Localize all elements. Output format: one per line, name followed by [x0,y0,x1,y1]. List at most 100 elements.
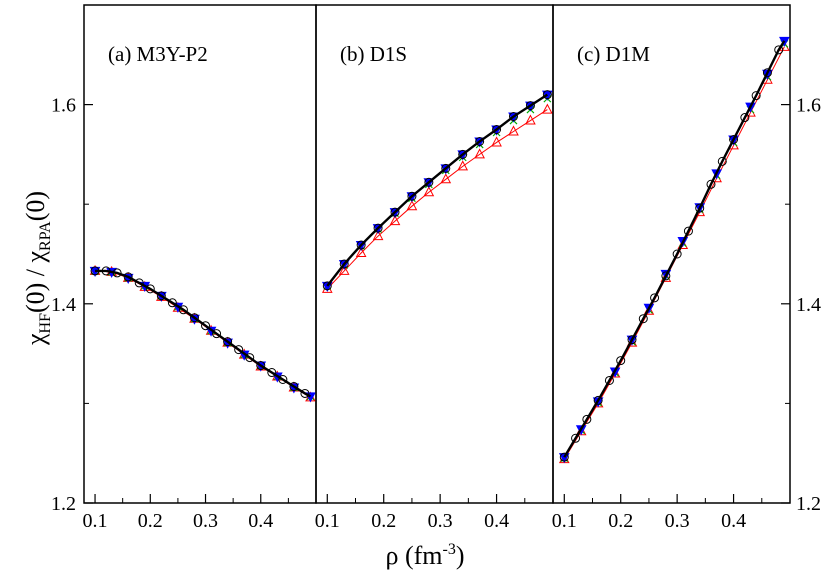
y-tick-label: 1.2 [796,493,821,515]
panels-group: 0.1 0.2 0.3 0.4 1.2 1.4 1.6 (a) M3Y-P2 0.1 0.2 0.3… [51,4,821,532]
marker-circle [762,68,772,78]
x-tick-label: 0.4 [484,510,509,532]
y-tick-label: 1.4 [796,294,821,316]
marker-circle [212,329,222,339]
marker-circle [492,125,502,134]
panel-title: (c) D1M [577,42,650,66]
panel-title: (b) D1S [340,42,407,66]
marker-circle [178,305,188,315]
marker-triangle-up [525,114,536,125]
x-tick-label: 0.2 [371,510,396,532]
x-tick-label: 0.3 [193,510,218,532]
marker-circle [661,271,671,281]
marker-circle [593,395,603,405]
marker-circle [542,90,552,100]
series-line-red [326,109,548,290]
marker-triangle-up [491,136,502,147]
series-line-black [563,40,786,458]
marker-circle [717,156,727,166]
marker-circle [751,91,761,101]
marker-circle [289,381,299,391]
marker-circle [672,249,682,259]
marker-circle [424,177,434,187]
marker-circle [638,314,648,324]
y-axis-label: χHF(0) / χRPA(0) [21,191,54,346]
marker-circle [189,313,199,323]
marker-triangle-up [355,246,367,258]
marker-triangle-up [660,271,672,282]
marker-triangle-up [406,200,418,211]
y-tick-label: 1.2 [51,493,76,515]
marker-circle [256,361,266,371]
marker-circle [706,179,716,189]
marker-circle [123,272,133,282]
x-tick-label: 0.3 [428,510,453,532]
marker-triangle-up [457,160,469,171]
x-axis-label: ρ (fm-3) [385,541,464,570]
x-tick-label: 0.2 [138,510,163,532]
x-tick-label: 0.1 [83,510,108,532]
marker-circle [774,45,784,55]
panel-frame [552,4,791,504]
marker-circle [740,113,750,123]
series-line-black [95,269,312,398]
marker-circle [322,281,332,291]
x-tick-label: 0.1 [315,510,340,532]
marker-circle [616,356,626,366]
marker-circle [571,433,581,443]
x-tick-label: 0.1 [552,510,577,532]
marker-triangle-up [423,186,435,197]
marker-circle [683,226,693,236]
marker-circle [559,452,569,462]
marker-circle [223,337,233,347]
x-tick-label: 0.4 [248,510,273,532]
marker-triangle-up [542,103,553,114]
x-tick-label: 0.4 [721,510,746,532]
marker-circle [156,291,166,301]
y-tick-label: 1.6 [51,95,76,117]
marker-circle [339,259,349,269]
marker-circle [245,353,255,363]
marker-triangle-up [338,264,350,275]
marker-circle [582,414,592,424]
x-tick-label: 0.2 [608,510,633,532]
series-line-black [326,93,549,287]
marker-circle [458,149,468,159]
marker-circle [167,298,177,308]
marker-circle [267,368,277,378]
marker-circle [356,240,366,250]
marker-circle [604,375,614,385]
marker-circle [234,345,244,355]
marker-triangle-up [389,215,401,226]
panel-title: (a) M3Y-P2 [108,42,208,66]
marker-circle [278,374,288,384]
y-tick-label: 1.6 [796,95,821,117]
marker-circle [729,134,739,144]
marker-circle [525,101,535,111]
panel-2: 0.1 0.2 0.3 0.4 1.2 1.4 1.6 (c) D1M [552,4,821,532]
marker-triangle-up [508,125,519,136]
marker-circle [300,388,310,398]
marker-circle [373,223,383,233]
marker-circle [134,278,144,288]
marker-circle [390,207,400,217]
panel-frame [83,4,317,504]
y-tick-label: 1.4 [51,294,76,316]
marker-circle [650,293,660,303]
panel-1: 0.1 0.2 0.3 0.4 (b) D1S [315,4,554,532]
panel-0: 0.1 0.2 0.3 0.4 1.2 1.4 1.6 (a) M3Y-P2 [51,4,317,532]
marker-circle [407,191,417,201]
marker-circle [509,112,518,122]
marker-circle [695,203,705,213]
marker-triangle-up [677,238,689,250]
x-tick-label: 0.3 [665,510,690,532]
marker-triangle-up [474,148,485,159]
marker-circle [145,284,155,294]
marker-circle [201,321,211,331]
marker-circle [475,136,485,146]
marker-triangle-up [372,230,384,241]
marker-circle [441,163,451,173]
marker-triangle-up [440,173,452,184]
marker-circle [627,335,637,345]
